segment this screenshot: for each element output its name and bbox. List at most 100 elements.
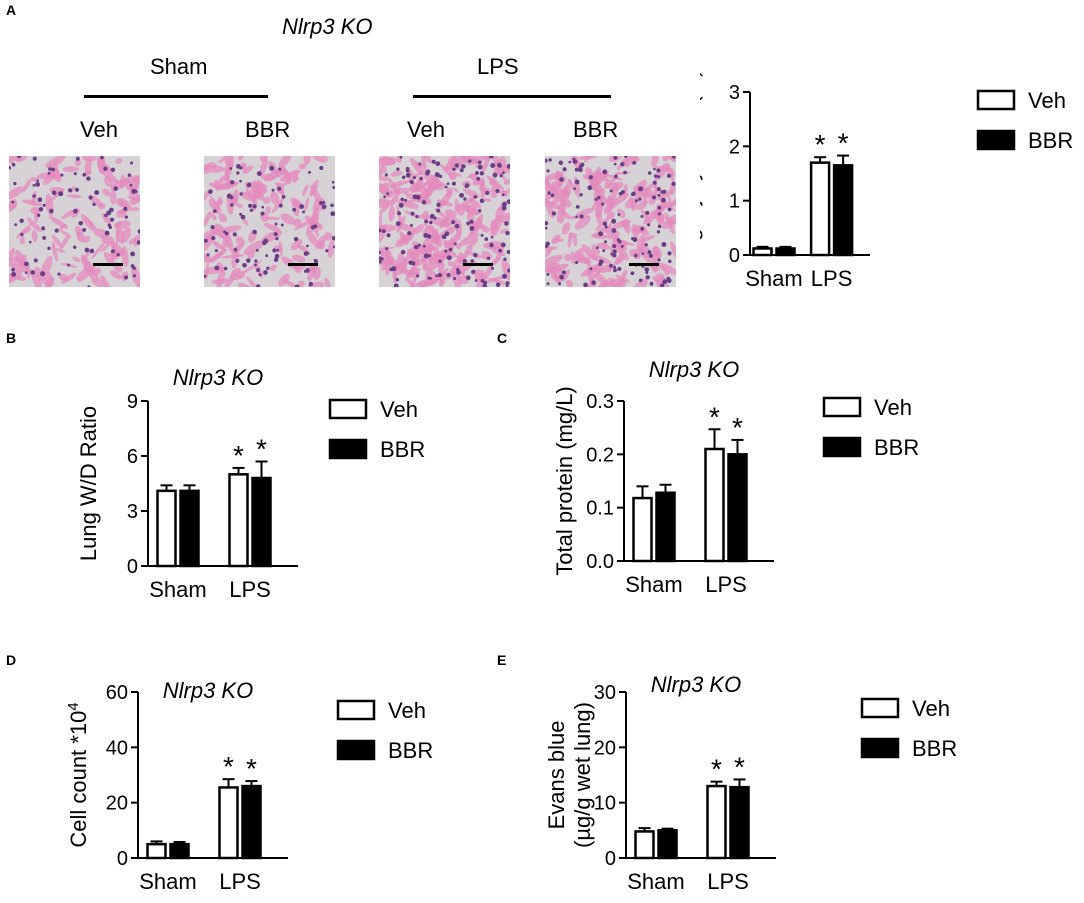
cell-nucleus bbox=[263, 270, 268, 275]
tissue-septum bbox=[562, 268, 571, 282]
tissue-septum bbox=[608, 280, 616, 286]
significance-star: * bbox=[815, 129, 826, 160]
cell-nucleus bbox=[423, 233, 429, 238]
y-tick-label: 40 bbox=[106, 737, 128, 759]
tissue-septum bbox=[204, 235, 214, 254]
cell-nucleus bbox=[620, 190, 625, 195]
cell-nucleus bbox=[106, 210, 112, 216]
cell-nucleus bbox=[613, 156, 618, 160]
tissue-septum bbox=[231, 246, 240, 269]
tissue-septum bbox=[602, 173, 623, 181]
tissue-septum bbox=[483, 275, 506, 284]
tissue-septum bbox=[309, 179, 319, 197]
cell-nucleus bbox=[644, 267, 650, 272]
cell-nucleus bbox=[546, 169, 550, 173]
bar-bbr-lps bbox=[832, 164, 854, 257]
cell-nucleus bbox=[396, 167, 400, 171]
cell-nucleus bbox=[214, 248, 218, 253]
tissue-septum bbox=[580, 264, 601, 277]
tissue-septum bbox=[551, 234, 561, 245]
tissue-septum bbox=[302, 184, 309, 197]
tissue-septum bbox=[278, 156, 293, 169]
cell-nucleus bbox=[648, 253, 653, 258]
tissue-septum bbox=[282, 278, 297, 287]
tissue-septum bbox=[307, 262, 318, 282]
tissue-septum bbox=[635, 183, 654, 201]
tissue-septum bbox=[591, 233, 609, 239]
legend-swatch-veh bbox=[822, 396, 862, 418]
cell-nucleus bbox=[602, 221, 608, 227]
tissue-septum bbox=[292, 198, 300, 217]
cell-nucleus bbox=[451, 181, 456, 186]
cell-nucleus bbox=[422, 244, 426, 248]
tissue-septum bbox=[313, 204, 320, 229]
tissue-septum bbox=[455, 243, 462, 250]
legend-label-veh: Veh bbox=[912, 696, 950, 721]
tissue-septum bbox=[103, 252, 116, 267]
cell-nucleus bbox=[308, 170, 311, 174]
tissue-septum bbox=[31, 229, 38, 243]
bar-bbr-lps bbox=[729, 785, 750, 860]
tissue-septum bbox=[545, 246, 558, 252]
tissue-septum bbox=[210, 212, 217, 221]
cell-nucleus bbox=[506, 164, 510, 169]
bar-veh-lps bbox=[706, 784, 727, 860]
cell-nucleus bbox=[399, 156, 403, 159]
cell-nucleus bbox=[386, 192, 390, 196]
cell-nucleus bbox=[11, 271, 17, 277]
significance-star: * bbox=[256, 434, 267, 465]
legend-swatch-bbr bbox=[328, 438, 368, 460]
legend-swatch-bbr bbox=[822, 436, 862, 458]
tissue-septum bbox=[615, 254, 625, 265]
tissue-septum bbox=[503, 178, 510, 185]
cell-nucleus bbox=[662, 189, 667, 194]
chart-title: Nlrp3 KO bbox=[173, 365, 263, 390]
cell-nucleus bbox=[236, 171, 240, 175]
cell-nucleus bbox=[632, 160, 637, 165]
tissue-septum bbox=[22, 178, 32, 193]
cell-nucleus bbox=[48, 167, 52, 171]
tissue-septum bbox=[482, 156, 491, 173]
tissue-septum bbox=[549, 184, 567, 198]
cell-nucleus bbox=[505, 281, 510, 286]
cell-nucleus bbox=[559, 177, 564, 182]
tissue-septum bbox=[297, 280, 305, 287]
cell-nucleus bbox=[604, 240, 607, 244]
y-tick-label: 3 bbox=[729, 82, 740, 104]
bar-veh-lps bbox=[218, 786, 239, 860]
tissue-septum bbox=[439, 269, 447, 287]
cell-nucleus bbox=[597, 195, 601, 200]
tissue-septum bbox=[554, 170, 564, 188]
y-tick-label: 0 bbox=[605, 848, 616, 870]
cell-nucleus bbox=[610, 252, 614, 256]
cell-nucleus bbox=[545, 241, 550, 246]
cell-nucleus bbox=[545, 221, 549, 226]
y-axis-label: Lung injury score (%) bbox=[700, 70, 703, 277]
cell-nucleus bbox=[453, 242, 457, 246]
category-label: Sham bbox=[149, 577, 206, 602]
cell-nucleus bbox=[274, 253, 280, 259]
cell-nucleus bbox=[477, 209, 482, 213]
cell-nucleus bbox=[660, 283, 665, 287]
cell-nucleus bbox=[623, 170, 627, 175]
cell-nucleus bbox=[444, 185, 448, 189]
tissue-septum bbox=[245, 190, 262, 199]
cell-nucleus bbox=[57, 272, 61, 276]
cell-nucleus bbox=[212, 209, 217, 214]
cell-nucleus bbox=[408, 260, 414, 265]
cell-nucleus bbox=[100, 156, 104, 160]
tissue-septum bbox=[238, 156, 245, 161]
tissue-septum bbox=[327, 239, 335, 258]
cell-nucleus bbox=[379, 250, 381, 255]
tissue-septum bbox=[379, 157, 398, 167]
cell-nucleus bbox=[503, 257, 507, 261]
cell-nucleus bbox=[11, 200, 15, 204]
tissue-septum bbox=[205, 260, 210, 280]
cell-nucleus bbox=[490, 266, 494, 270]
cell-nucleus bbox=[206, 253, 210, 257]
tissue-septum bbox=[72, 256, 81, 262]
tissue-septum bbox=[604, 179, 611, 189]
tissue-septum bbox=[603, 199, 622, 215]
cell-nucleus bbox=[254, 259, 258, 263]
cell-nucleus bbox=[302, 210, 305, 214]
